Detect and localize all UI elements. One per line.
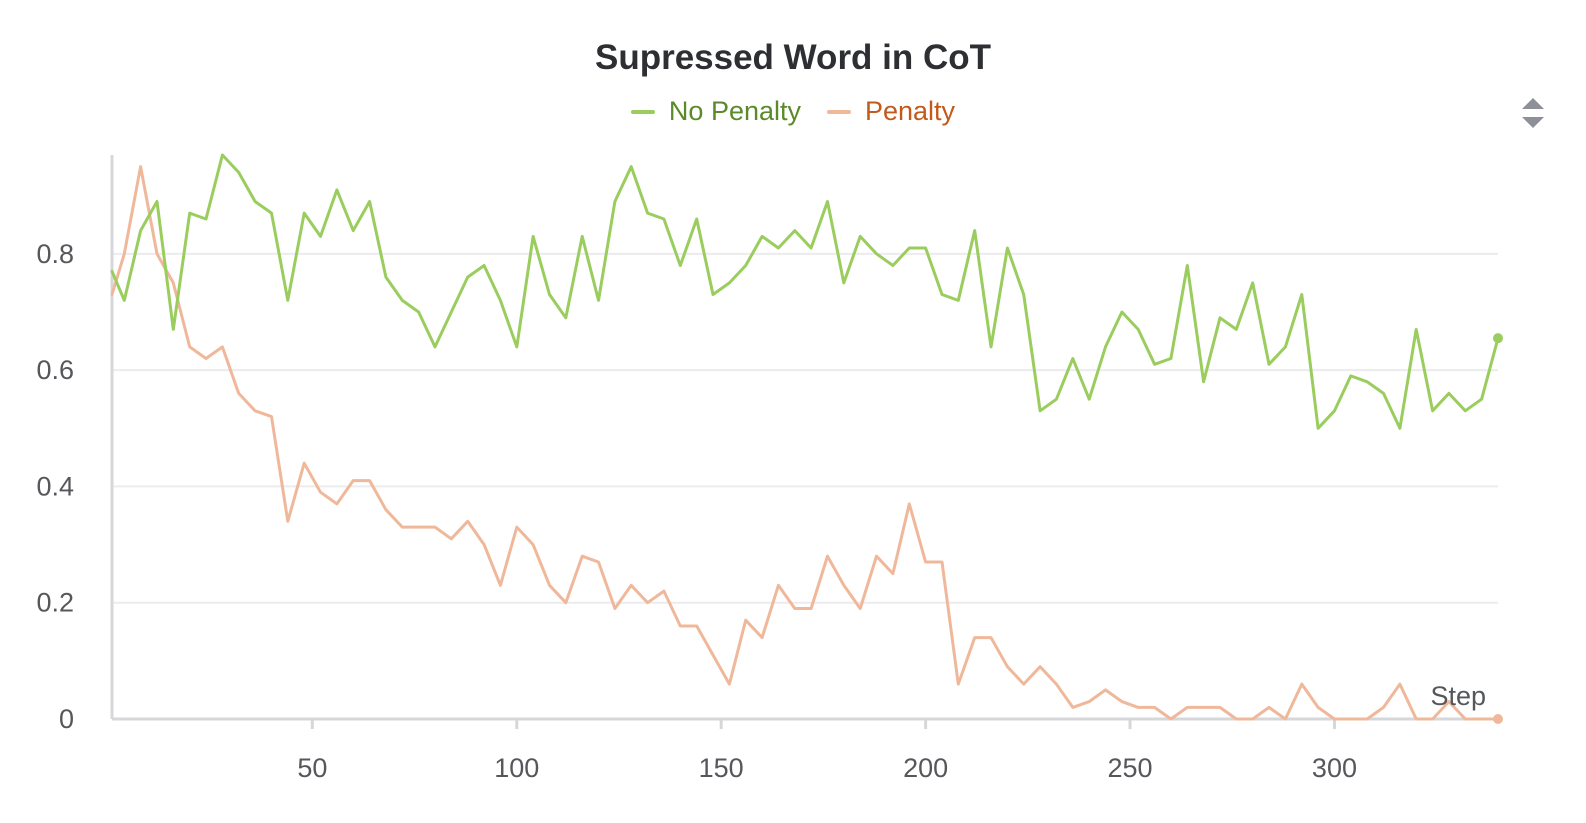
series-end-point-no-penalty [1493, 333, 1503, 344]
y-tick-label: 0.2 [36, 588, 74, 618]
y-ticks: 0 0.2 0.4 0.6 0.8 [36, 239, 74, 734]
x-tick-label: 150 [699, 753, 744, 783]
axes [110, 155, 1498, 721]
y-tick-label: 0.6 [36, 355, 74, 385]
legend-item-penalty[interactable]: Penalty [827, 96, 955, 127]
legend: No Penalty Penalty [0, 96, 1586, 127]
legend-swatch-no-penalty [630, 109, 655, 114]
series-line-no-penalty [110, 153, 1500, 430]
sort-toggle-icon[interactable] [1518, 96, 1548, 130]
gridlines [112, 252, 1498, 604]
x-axis-label: Step [1430, 681, 1486, 711]
series-lines [110, 153, 1503, 724]
x-tick-label: 50 [297, 753, 327, 783]
legend-swatch-penalty [827, 109, 851, 114]
y-tick-label: 0 [59, 704, 74, 734]
legend-label-no-penalty: No Penalty [668, 96, 801, 126]
chart-title: Supressed Word in CoT [594, 38, 992, 77]
legend-item-no-penalty[interactable]: No Penalty [630, 96, 801, 127]
x-ticks: 50 100 150 200 250 300 [297, 719, 1357, 783]
x-tick-label: 100 [494, 753, 539, 783]
y-tick-label: 0.8 [36, 239, 74, 269]
legend-label-penalty: Penalty [865, 96, 956, 126]
series-end-point-penalty [1493, 714, 1503, 724]
y-tick-label: 0.4 [36, 471, 74, 501]
x-tick-label: 200 [903, 753, 948, 783]
series-line-penalty [110, 165, 1500, 721]
x-tick-label: 300 [1312, 753, 1357, 783]
x-tick-label: 250 [1108, 753, 1153, 783]
